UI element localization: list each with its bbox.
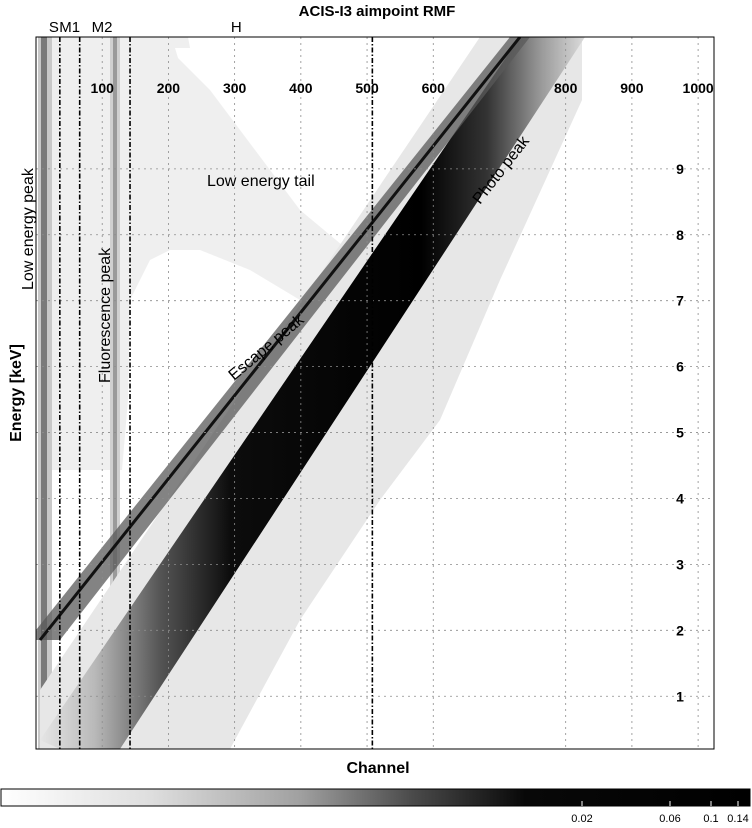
plot-frame [35,36,715,750]
x-tick-label: 500 [355,80,379,96]
region-label-h: H [231,19,242,36]
x-tick-labels: 100 200 300 400 500 600 800 900 1000 [91,80,714,96]
chart-title: ACIS-I3 aimpoint RMF [299,3,456,20]
annotation-low-energy-tail: Low energy tail [207,173,315,190]
y-tick-label: 7 [676,293,684,309]
annotation-low-energy-peak: Low energy peak [20,167,37,290]
y-tick-label: 2 [676,622,684,638]
colorbar-tick-label: 0.1 [703,813,718,825]
x-tick-label: 200 [157,80,181,96]
x-tick-label: 1000 [683,80,714,96]
colorbar [0,788,751,807]
heatmap-layers [36,37,585,749]
x-tick-label: 900 [620,80,644,96]
low-energy-tail-region [40,37,430,600]
x-tick-label: 100 [91,80,115,96]
grid [36,37,714,749]
region-lines [59,37,374,749]
colorbar-tick-label: 0.14 [727,813,748,825]
region-label-m2: M2 [92,19,113,36]
x-axis-label: Channel [346,760,409,777]
x-tick-label: 800 [554,80,578,96]
y-axis-label: Energy [keV] [8,344,25,442]
colorbar-tick-label: 0.02 [571,813,592,825]
region-label-s: S [49,19,59,36]
photo-peak-band [40,37,585,749]
y-tick-label: 8 [676,227,684,243]
y-tick-labels: 1 2 3 4 5 6 7 8 9 [676,161,684,704]
annotation-fluorescence-peak: Fluorescence peak [97,247,114,383]
y-tick-label: 9 [676,161,684,177]
region-label-m1: M1 [59,19,80,36]
region-labels: S M1 M2 H [49,19,242,36]
x-tick-label: 600 [422,80,446,96]
colorbar-tick-label: 0.06 [659,813,680,825]
x-tick-label: 400 [289,80,313,96]
y-tick-label: 5 [676,425,684,441]
y-tick-label: 3 [676,556,684,572]
y-tick-label: 1 [676,688,684,704]
y-tick-label: 6 [676,359,684,375]
colorbar-ticks: 0.02 0.06 0.1 0.14 [571,801,749,825]
y-tick-label: 4 [676,490,684,506]
x-tick-label: 300 [223,80,247,96]
